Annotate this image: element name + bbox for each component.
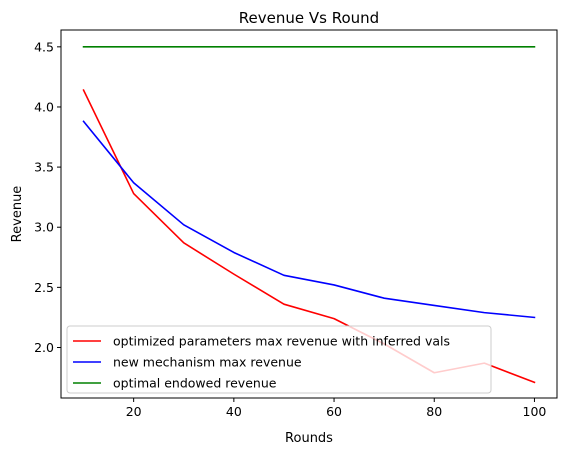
y-tick-label: 2.5: [34, 280, 54, 295]
x-tick-label: 40: [226, 404, 242, 419]
plot-area-frame: [60, 29, 558, 399]
y-tick-label: 4.0: [34, 99, 54, 114]
x-tick-label: 20: [126, 404, 142, 419]
y-axis-ticks: 2.0 2.5 3.0 3.5 4.0 4.5: [34, 39, 61, 355]
x-tick-label: 100: [523, 404, 547, 419]
legend-label-2: new mechanism max revenue: [113, 355, 302, 370]
legend-label-3: optimal endowed revenue: [113, 376, 277, 391]
legend-label-1: optimized parameters max revenue with in…: [113, 334, 450, 349]
y-tick-label: 4.5: [34, 39, 54, 54]
chart-title: Revenue Vs Round: [239, 9, 379, 27]
legend: optimized parameters max revenue with in…: [66, 325, 492, 394]
x-axis-ticks: 20 40 60 80 100: [126, 398, 547, 419]
y-tick-label: 3.0: [34, 220, 54, 235]
y-tick-label: 2.0: [34, 340, 54, 355]
x-tick-label: 60: [326, 404, 342, 419]
x-tick-label: 80: [426, 404, 442, 419]
y-tick-label: 3.5: [34, 160, 54, 175]
y-axis-label: Revenue: [10, 186, 25, 243]
series-line-2: [82, 120, 536, 319]
x-axis-label: Rounds: [285, 431, 333, 446]
legend-box: [66, 325, 492, 394]
